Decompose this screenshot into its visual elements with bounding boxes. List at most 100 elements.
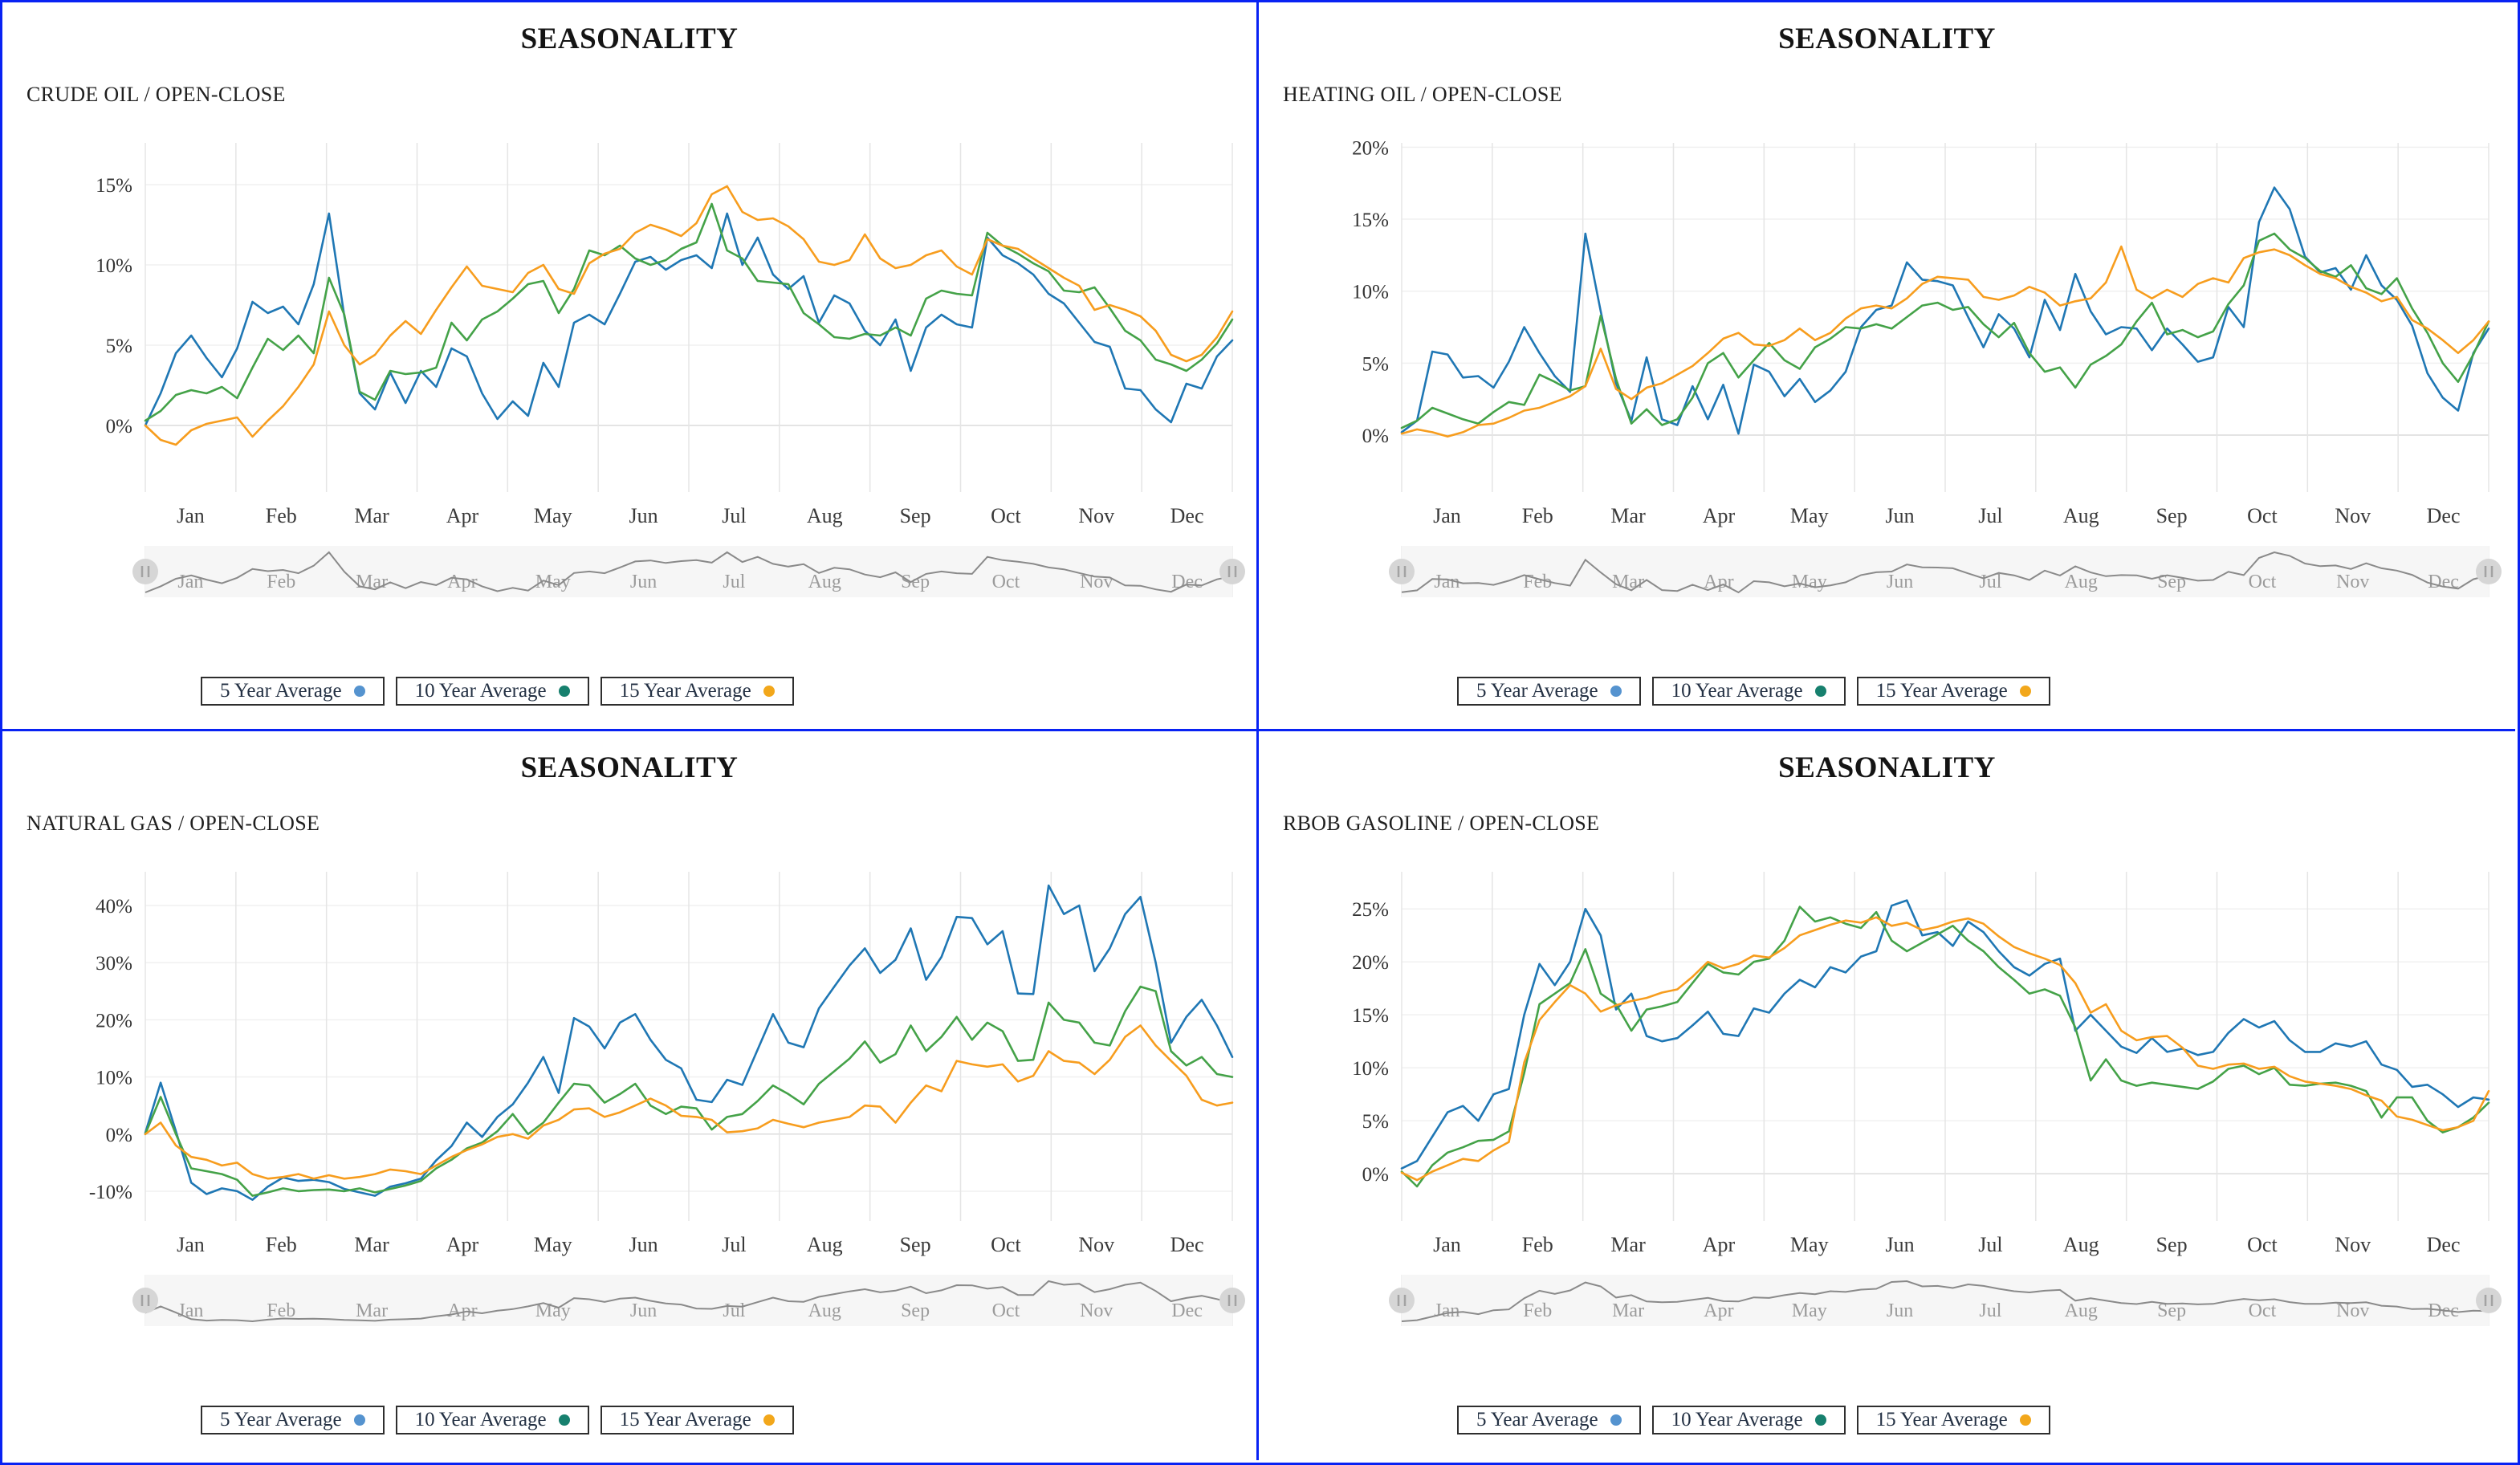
navigator-month-label: Oct [2249,1300,2277,1321]
x-axis-label: Dec [2427,504,2461,527]
navigator-left-handle[interactable] [1389,559,1415,584]
x-axis-label: Jan [177,1233,205,1256]
legend-button-10-year[interactable]: 10 Year Average [395,677,589,706]
series-dot-icon [1814,1414,1826,1426]
legend-label: 5 Year Average [220,1409,342,1430]
navigator-right-handle-circle [2476,1288,2502,1313]
x-axis-label: Mar [354,504,389,527]
y-axis-label: 20% [1352,952,1389,974]
navigator-series-line [1401,1280,2489,1322]
x-axis-label: May [1790,1233,1829,1256]
x-axis-label: Sep [900,1233,931,1256]
legend-button-15-year[interactable]: 15 Year Average [600,1406,794,1434]
navigator-right-handle[interactable] [1219,1288,1245,1313]
navigator-left-handle[interactable] [132,1288,158,1313]
navigator-left-handle[interactable] [1389,1288,1415,1313]
x-axis-label: Aug [2063,504,2099,527]
panel-crude-oil: SEASONALITY CRUDE OIL / OPEN-CLOSE 0% 5% 1… [2,2,1259,731]
series-dot-icon [2019,1414,2031,1426]
x-axis-label: Mar [1610,1233,1646,1256]
navigator-track[interactable] [1402,1275,2489,1326]
navigator-month-label: Mar [356,1300,388,1321]
legend-button-10-year[interactable]: 10 Year Average [1651,1406,1846,1434]
legend-button-15-year[interactable]: 15 Year Average [600,677,794,706]
chart-plot: 0% 5% 10% 15% 20% 25% Jan Feb Mar Apr May Jun Jul Aug… [1352,872,2502,1326]
navigator-month-label: Sep [2157,572,2186,592]
series-dot-icon [2019,686,2031,697]
legend-button-10-year[interactable]: 10 Year Average [395,1406,589,1434]
legend-label: 5 Year Average [1476,680,1598,702]
legend-button-15-year[interactable]: 15 Year Average [1856,677,2050,706]
navigator-month-label: Feb [267,572,295,592]
x-axis-label: Jan [177,504,205,527]
navigator-track[interactable] [1402,546,2489,597]
chart-subtitle: NATURAL GAS / OPEN-CLOSE [26,812,320,835]
chart-plot: 0% 5% 10% 15% Jan Feb Mar Apr May Jun Jul Aug Sep Oct… [96,143,1245,597]
page-title: SEASONALITY [1778,751,1996,784]
y-axis-label: 10% [96,255,132,277]
navigator-right-handle-circle [1219,559,1245,584]
legend-button-5-year[interactable]: 5 Year Average [1457,1406,1641,1434]
legend-button-5-year[interactable]: 5 Year Average [201,1406,385,1434]
series-line [1400,916,2490,1182]
legend-button-15-year[interactable]: 15 Year Average [1856,1406,2050,1434]
series-line [144,185,1234,446]
x-axis-label: Aug [807,504,843,527]
navigator-month-label: Mar [1612,1300,1644,1321]
legend-button-5-year[interactable]: 5 Year Average [201,677,385,706]
legend-button-5-year[interactable]: 5 Year Average [1457,677,1641,706]
legend: 5 Year Average 10 Year Average 15 Year A… [201,1406,794,1434]
y-axis-label: 0% [106,1125,132,1146]
navigator-month-label: Aug [2065,572,2098,592]
series-dot-icon [353,686,365,697]
x-axis-label: Nov [1078,1233,1114,1256]
navigator-month-label: May [1792,572,1827,592]
chart-plot: 0% 5% 10% 15% 20% Jan Feb Mar Apr May Jun Jul Aug Sep… [1352,137,2502,597]
navigator-series-line [1401,551,2489,594]
navigator-right-handle[interactable] [2476,1288,2502,1313]
navigator-month-label: Oct [992,572,1020,592]
navigator-track[interactable] [145,1275,1232,1326]
navigator-series-line [145,1280,1233,1323]
navigator-right-handle[interactable] [1219,559,1245,584]
x-axis-label: Sep [900,504,931,527]
chart-subtitle: HEATING OIL / OPEN-CLOSE [1283,83,1562,106]
legend-label: 15 Year Average [1875,680,2008,702]
navigator-left-handle-circle [1389,1288,1415,1313]
navigator-right-handle[interactable] [2476,559,2502,584]
navigator-track[interactable] [145,546,1232,597]
x-axis-label: Nov [2335,504,2371,527]
series-dot-icon [558,1414,570,1426]
x-axis-label: May [534,504,572,527]
navigator-left-handle[interactable] [132,559,158,584]
y-axis-label: 15% [1352,210,1389,231]
navigator-month-label: Jun [630,572,657,592]
x-axis-label: Jun [629,504,658,527]
navigator-series-line [145,551,1233,593]
series-line [1400,899,2490,1170]
legend-label: 15 Year Average [619,1409,751,1430]
navigator-month-label: Jun [1887,1300,1913,1321]
navigator-month-label: Aug [808,572,841,592]
navigator-right-handle-circle [2476,559,2502,584]
panel-natural-gas: SEASONALITY NATURAL GAS / OPEN-CLOSE -10… [2,731,1259,1460]
x-axis-label: Oct [991,504,1021,527]
x-axis-label: Sep [2156,504,2188,527]
series-line [144,212,1234,427]
page-title: SEASONALITY [1778,22,1996,55]
series-line [144,1024,1234,1180]
navigator-left-handle-circle [132,1288,158,1313]
legend-button-10-year[interactable]: 10 Year Average [1651,677,1846,706]
navigator-month-label: Jan [177,572,203,592]
series-dot-icon [353,1414,365,1426]
navigator-month-label: May [1792,1300,1827,1321]
navigator-month-label: Jul [723,1300,745,1321]
navigator-right-handle-circle [1219,1288,1245,1313]
y-axis-label: 25% [1352,899,1389,921]
y-axis-label: 5% [106,336,132,357]
x-axis-label: Feb [266,504,297,527]
x-axis-label: Jan [1433,504,1461,527]
x-axis-label: Jan [1433,1233,1461,1256]
chart-subtitle: RBOB GASOLINE / OPEN-CLOSE [1283,812,1600,835]
